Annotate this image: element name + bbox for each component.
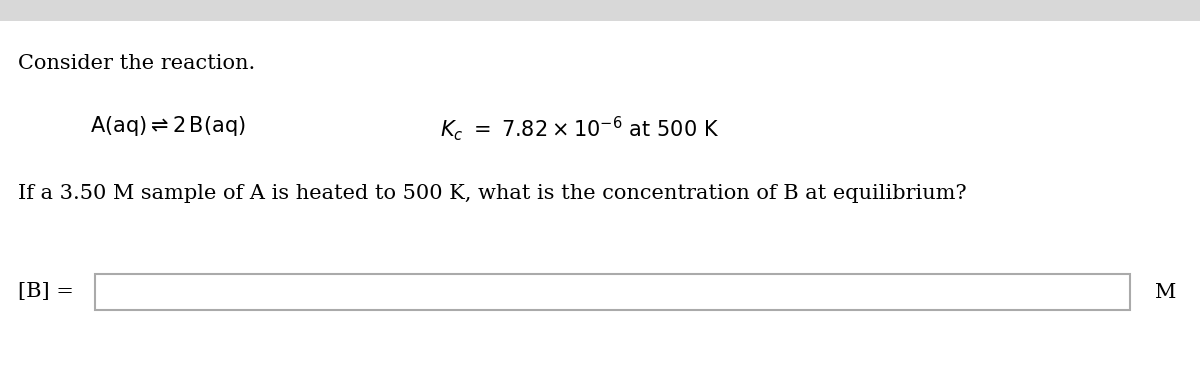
Text: $K_c\ =\ 7.82 \times 10^{-6}\ \mathrm{at\ 500\ K}$: $K_c\ =\ 7.82 \times 10^{-6}\ \mathrm{at… bbox=[440, 114, 719, 143]
Text: M: M bbox=[1154, 283, 1176, 301]
Text: If a 3.50 M sample of A is heated to 500 K, what is the concentration of B at eq: If a 3.50 M sample of A is heated to 500… bbox=[18, 184, 967, 203]
Text: [B] =: [B] = bbox=[18, 283, 74, 301]
Bar bbox=[0, 0, 1200, 21]
Text: $\mathrm{A(aq)} \rightleftharpoons \mathrm{2\,B(aq)}$: $\mathrm{A(aq)} \rightleftharpoons \math… bbox=[90, 114, 246, 138]
Bar bbox=[95, 274, 1130, 310]
Text: Consider the reaction.: Consider the reaction. bbox=[18, 54, 256, 73]
